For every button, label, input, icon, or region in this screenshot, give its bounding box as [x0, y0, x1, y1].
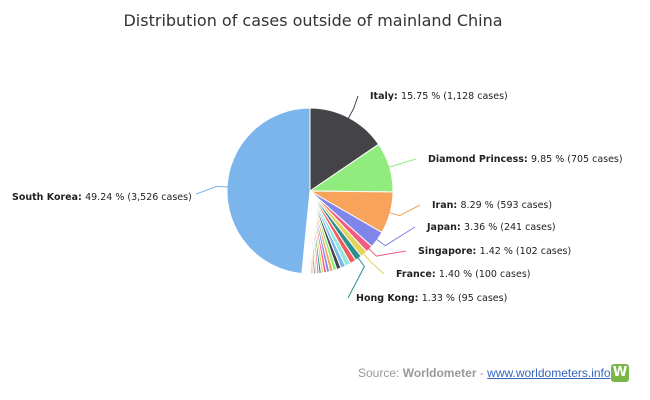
data-label-hong-kong: Hong Kong: 1.33 % (95 cases): [356, 293, 507, 304]
source-separator: -: [476, 366, 488, 380]
source-credit: Source: Worldometer - www.worldometers.i…: [358, 366, 611, 380]
connector-france: [359, 249, 385, 275]
connector-japan: [372, 226, 416, 247]
source-link[interactable]: www.worldometers.info: [487, 366, 611, 380]
connector-iran: [384, 204, 421, 217]
data-label-iran: Iran: 8.29 % (593 cases): [432, 200, 552, 211]
connector-singapore: [364, 244, 407, 257]
data-label-south-korea: South Korea: 49.24 % (3,526 cases): [12, 192, 192, 203]
data-labels: Italy: 15.75 % (1,128 cases) Diamond Prin…: [12, 91, 623, 304]
data-label-singapore: Singapore: 1.42 % (102 cases): [418, 246, 571, 257]
connector-south-korea: [195, 185, 234, 195]
pie-slices: [226, 107, 394, 275]
data-label-france: France: 1.40 % (100 cases): [396, 269, 531, 280]
connector-italy: [345, 95, 359, 124]
connector-hong-kong: [347, 253, 365, 299]
source-prefix: Source:: [358, 366, 403, 380]
data-label-italy: Italy: 15.75 % (1,128 cases): [370, 91, 508, 102]
worldometer-logo-icon[interactable]: W: [611, 364, 629, 382]
chart-title: Distribution of cases outside of mainlan…: [123, 11, 502, 30]
label-connectors: [195, 95, 421, 299]
connector-diamond-princess: [383, 158, 417, 170]
pie-slice-south-korea[interactable]: [226, 107, 311, 275]
source-name: Worldometer: [402, 366, 477, 380]
data-label-diamond-princess: Diamond Princess: 9.85 % (705 cases): [428, 154, 623, 165]
data-label-japan: Japan: 3.36 % (241 cases): [426, 222, 556, 233]
